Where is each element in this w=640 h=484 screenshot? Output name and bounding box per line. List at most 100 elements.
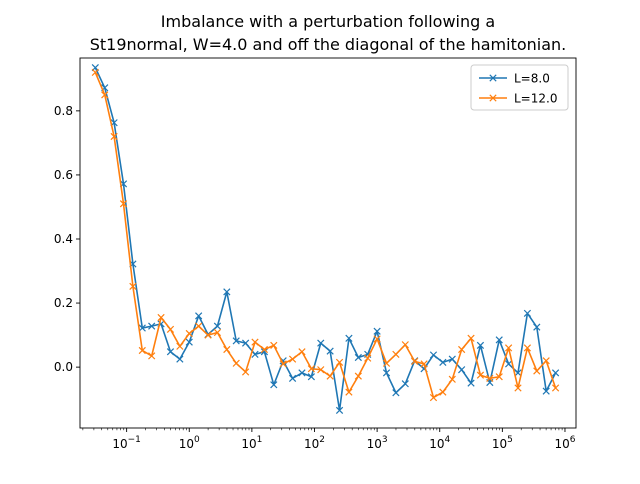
data-point-marker (288, 355, 297, 363)
data-point-marker (335, 406, 344, 415)
data-point-marker (382, 359, 391, 367)
data-point-marker (223, 345, 231, 354)
data-point-marker (467, 334, 475, 342)
data-point-marker (486, 374, 494, 382)
legend-label: L=8.0 (514, 72, 550, 86)
y-tick-label: 0.4 (54, 232, 73, 246)
legend-label: L=12.0 (514, 92, 557, 106)
data-point-marker (213, 322, 222, 330)
data-point-marker (176, 355, 184, 363)
data-point-marker (232, 359, 240, 367)
data-point-marker (260, 345, 269, 354)
data-point-marker (119, 200, 128, 208)
data-point-marker (260, 348, 269, 356)
data-point-marker (138, 324, 146, 332)
data-point-marker (232, 337, 240, 345)
data-point-marker (166, 348, 175, 356)
data-point-marker (138, 346, 146, 355)
data-point-marker (326, 372, 334, 380)
data-point-marker (533, 323, 541, 331)
data-point-marker (148, 322, 156, 330)
data-point-marker (91, 68, 99, 77)
data-point-marker (185, 329, 193, 338)
data-point-marker (439, 388, 447, 396)
data-point-marker (514, 369, 522, 377)
data-point-marker (495, 336, 503, 344)
plot-area: 0.0 0.2 0.4 0.6 0.8 10−1 100 101 102 103 104 105 106… (54, 57, 577, 451)
data-point-marker (476, 341, 485, 349)
series-line-2 (94, 72, 557, 399)
data-point-marker (364, 354, 372, 362)
data-point-marker (317, 366, 325, 374)
legend-marker (489, 94, 497, 102)
data-point-marker (195, 312, 203, 320)
y-tick-label: 0.6 (54, 168, 73, 182)
data-point-marker (345, 334, 353, 342)
data-point-marker (429, 351, 438, 359)
data-point-marker (166, 325, 175, 333)
series-2 (91, 68, 560, 402)
data-point-marker (476, 371, 485, 379)
x-tick-label: 105 (492, 435, 513, 451)
x-tick-label: 106 (554, 435, 575, 451)
chart-title-line-2: St19normal, W=4.0 and off the diagonal o… (90, 35, 567, 54)
data-point-marker (307, 365, 315, 373)
data-point-marker (551, 384, 560, 392)
x-tick-label: 101 (241, 435, 262, 451)
data-point-marker (448, 375, 456, 383)
data-point-marker (411, 357, 419, 365)
data-point-marker (429, 393, 438, 402)
data-point-marker (495, 373, 503, 381)
x-tick-label: 100 (179, 435, 200, 451)
data-point-marker (392, 389, 400, 397)
legend-marker (489, 74, 497, 82)
legend-item-2: L=12.0 (479, 92, 557, 106)
x-tick-label: 103 (367, 435, 388, 451)
y-tick-label: 0.0 (54, 360, 73, 374)
x-tick-label: 104 (429, 435, 450, 451)
data-point-marker (523, 344, 532, 352)
series-1 (91, 63, 560, 415)
data-point-marker (101, 91, 109, 99)
legend-item-1: L=8.0 (479, 72, 550, 86)
y-tick-label: 0.8 (54, 104, 73, 118)
data-point-marker (458, 366, 466, 374)
data-point-marker (401, 380, 409, 388)
data-point-marker (354, 353, 362, 362)
data-point-marker (195, 322, 203, 330)
data-point-marker (270, 381, 278, 389)
data-point-marker (514, 384, 522, 392)
data-point-marker (373, 327, 381, 335)
data-point-marker (288, 374, 297, 382)
data-point-marker (129, 282, 137, 291)
data-point-marker (157, 313, 165, 322)
data-point-marker (382, 369, 391, 377)
data-point-marker (551, 369, 560, 377)
data-point-marker (213, 328, 222, 337)
x-tick-label: 10−1 (112, 435, 141, 451)
data-point-marker (176, 342, 184, 350)
data-point-marker (504, 344, 513, 352)
data-point-marker (251, 350, 259, 358)
data-point-marker (345, 388, 353, 396)
data-point-marker (110, 132, 118, 141)
data-point-marker (542, 357, 550, 365)
data-point-marker (448, 355, 456, 363)
data-point-marker (298, 348, 306, 356)
x-tick-label: 102 (304, 435, 325, 451)
data-point-marker (523, 309, 532, 317)
data-point-marker (401, 341, 409, 349)
data-point-marker (467, 379, 475, 387)
data-point-marker (317, 339, 325, 347)
data-point-marker (279, 360, 287, 368)
data-point-marker (458, 345, 466, 354)
chart-title-line-1: Imbalance with a perturbation following … (161, 12, 495, 31)
legend: L=8.0 L=12.0 (470, 64, 569, 111)
data-point-marker (185, 338, 193, 346)
data-point-marker (326, 347, 334, 355)
data-point-marker (420, 360, 428, 368)
data-point-marker (241, 339, 250, 347)
axes-frame (79, 57, 577, 429)
